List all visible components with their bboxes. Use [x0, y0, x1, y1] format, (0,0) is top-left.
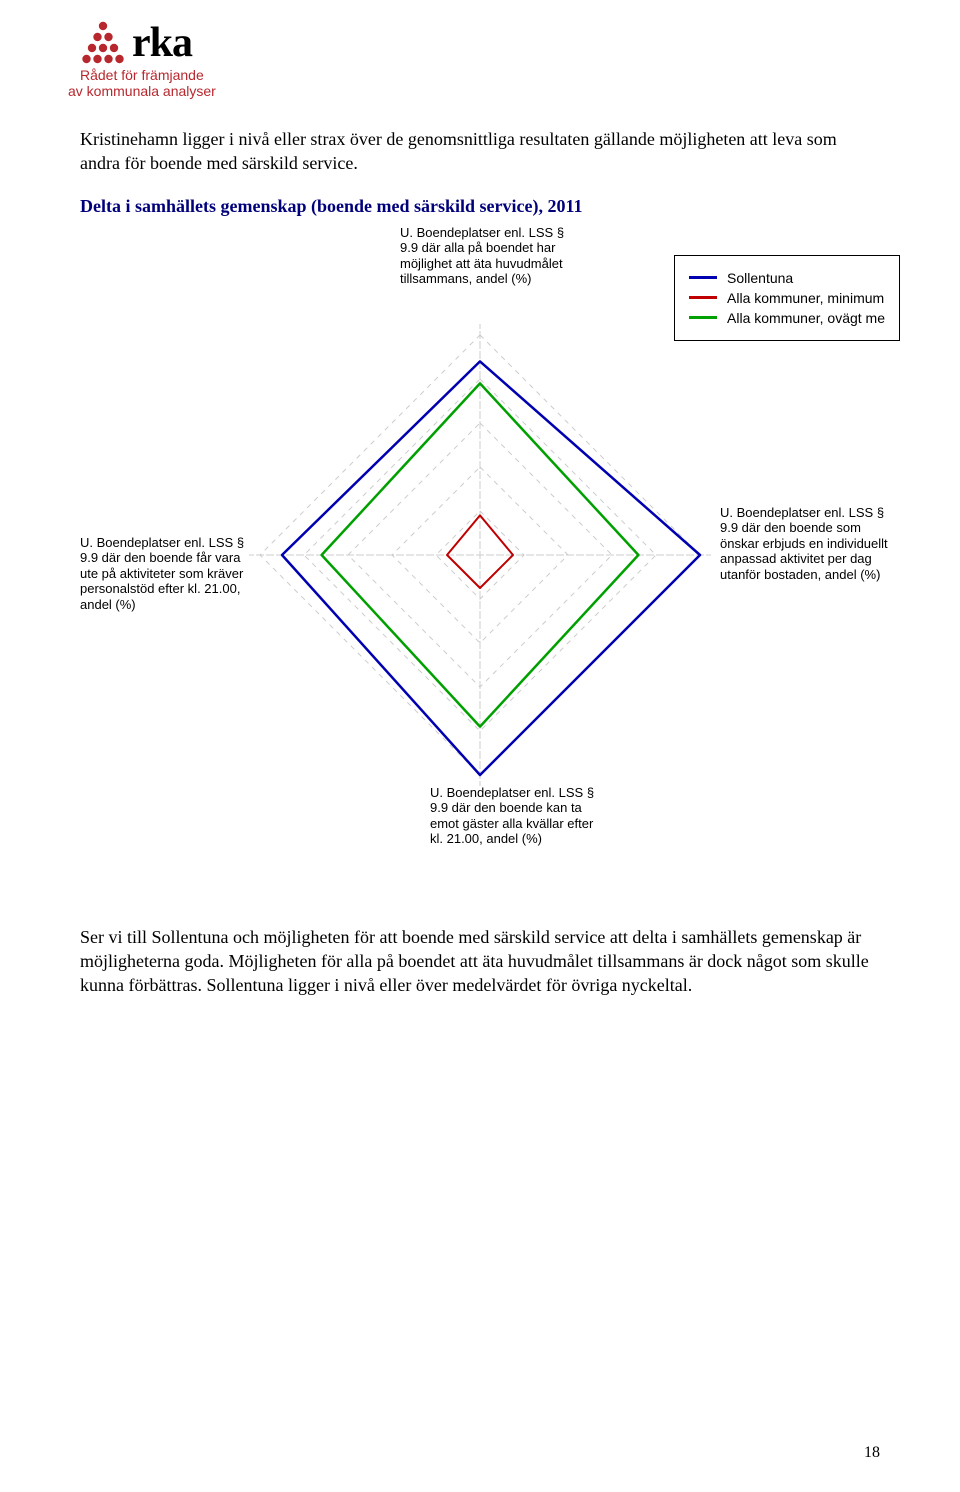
chart-legend: Sollentuna Alla kommuner, minimum Alla kom…: [674, 255, 900, 341]
logo-block: rka Rådet för främjande av kommunala ana…: [80, 20, 880, 99]
legend-row: Sollentuna: [689, 270, 885, 286]
chart-heading: Delta i samhällets gemenskap (boende med…: [80, 196, 880, 217]
document-page: rka Rådet för främjande av kommunala ana…: [0, 0, 960, 1492]
legend-swatch: [689, 276, 717, 279]
page-number: 18: [864, 1444, 880, 1462]
legend-row: Alla kommuner, minimum: [689, 290, 885, 306]
legend-label: Alla kommuner, ovägt me: [727, 310, 885, 326]
radar-chart: U. Boendeplatser enl. LSS § 9.9 där alla…: [80, 225, 880, 905]
conclusion-paragraph: Ser vi till Sollentuna och möjligheten f…: [80, 925, 880, 998]
legend-swatch: [689, 316, 717, 319]
legend-label: Sollentuna: [727, 270, 793, 286]
logo-dots-icon: [80, 20, 126, 66]
axis-label-right: U. Boendeplatser enl. LSS § 9.9 där den …: [720, 505, 890, 583]
axis-label-top: U. Boendeplatser enl. LSS § 9.9 där alla…: [400, 225, 570, 287]
radar-chart-svg: [240, 315, 720, 795]
axis-label-left: U. Boendeplatser enl. LSS § 9.9 där den …: [80, 535, 245, 613]
logo-subtitle-1: Rådet för främjande: [80, 68, 880, 83]
legend-row: Alla kommuner, ovägt me: [689, 310, 885, 326]
intro-paragraph: Kristinehamn ligger i nivå eller strax ö…: [80, 127, 880, 176]
legend-swatch: [689, 296, 717, 299]
legend-label: Alla kommuner, minimum: [727, 290, 884, 306]
axis-label-bottom: U. Boendeplatser enl. LSS § 9.9 där den …: [430, 785, 600, 847]
logo-row: rka: [80, 20, 880, 66]
logo-subtitle-2: av kommunala analyser: [68, 84, 880, 99]
logo-wordmark: rka: [132, 20, 192, 66]
